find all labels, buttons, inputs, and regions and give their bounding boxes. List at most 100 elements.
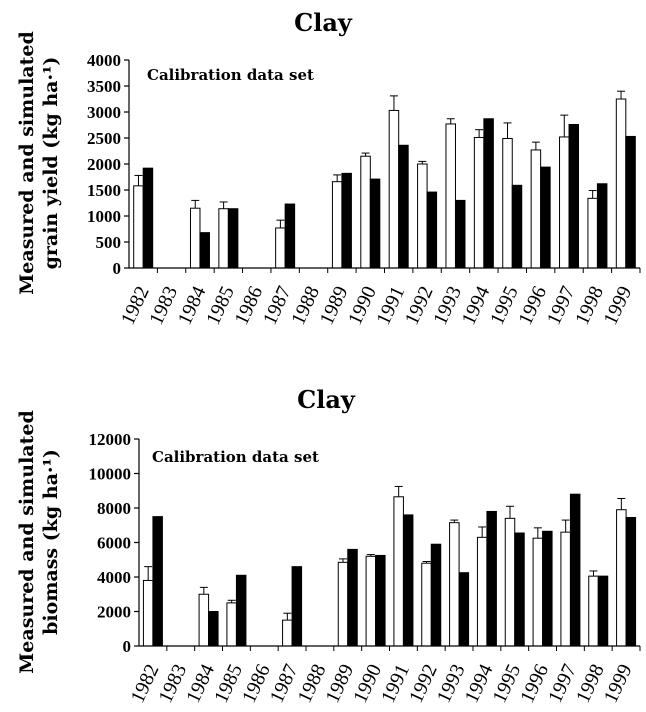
bar-simulated (426, 191, 438, 269)
x-tick-label: 1986 (230, 283, 267, 329)
bar-simulated (568, 123, 580, 269)
bar-simulated (625, 135, 636, 269)
y-tick-label: 4000 (87, 51, 121, 70)
bar-simulated (596, 183, 608, 269)
bar-simulated (152, 516, 163, 647)
y-tick-label: 500 (96, 233, 122, 252)
bar-measured (560, 531, 571, 647)
bar-simulated (454, 199, 466, 269)
bar-measured (504, 517, 516, 647)
x-tick-label: 1983 (145, 283, 182, 329)
bar-simulated (291, 566, 303, 647)
y-tick-label: 0 (113, 259, 122, 278)
x-tick-label: 1982 (117, 283, 154, 329)
y-tick-label: 0 (123, 637, 132, 656)
bar-measured (616, 509, 627, 647)
x-tick-label: 1984 (174, 283, 211, 329)
y-tick-label: 8000 (97, 499, 131, 518)
y-tick-label: 12000 (89, 430, 132, 449)
bar-simulated (369, 178, 381, 269)
bar-measured (532, 537, 544, 647)
y-axis-label-line-2: grain yield (kg ha·¹) (40, 57, 62, 270)
bar-measured (473, 136, 485, 269)
x-tick-label: 1985 (202, 283, 239, 329)
bar-simulated (542, 530, 553, 647)
bar-measured (360, 155, 371, 269)
bar-measured (282, 619, 293, 647)
bar-measured (142, 579, 154, 647)
bar-measured (587, 197, 598, 269)
bar-measured (615, 98, 627, 269)
y-tick-label: 4000 (97, 568, 131, 587)
bar-simulated (483, 118, 494, 269)
y-tick-label: 3500 (87, 77, 121, 96)
bar-simulated (569, 493, 581, 647)
y-tick-label: 2000 (87, 155, 121, 174)
x-tick-label: 1994 (458, 283, 495, 329)
bar-simulated (235, 574, 247, 647)
x-tick-label: 1988 (287, 283, 324, 329)
y-tick-label: 3000 (87, 103, 121, 122)
y-axis-label-line-1: Measured and simulated (16, 410, 38, 673)
bar-measured (133, 185, 144, 269)
bar-simulated (625, 516, 637, 647)
bar-measured (331, 181, 343, 269)
bar-measured (218, 208, 229, 269)
bar-measured (226, 602, 237, 647)
bar-simulated (208, 611, 219, 647)
bar-measured (417, 163, 428, 269)
x-tick-label: 1987 (259, 283, 296, 329)
chart-title: Clay (297, 385, 356, 414)
bar-simulated (597, 575, 609, 647)
bar-simulated (430, 543, 442, 647)
y-tick-label: 10000 (89, 465, 132, 484)
y-tick-label: 6000 (97, 534, 131, 553)
bar-simulated (402, 514, 414, 647)
chart-title: Clay (294, 8, 353, 37)
bar-simulated (458, 572, 470, 647)
bar-measured (198, 593, 210, 647)
bar-measured (275, 227, 286, 269)
y-tick-label: 2000 (97, 603, 131, 622)
bar-simulated (284, 203, 296, 269)
bar-measured (502, 138, 513, 269)
bar-simulated (142, 167, 154, 269)
grain-yield-chart: Clay Calibration data set Measured and s… (16, 8, 641, 329)
bar-simulated (199, 232, 210, 269)
bar-simulated (540, 166, 551, 269)
bar-measured (559, 136, 570, 269)
bar-measured (365, 555, 377, 647)
x-tick-label: 1991 (372, 283, 409, 329)
bar-measured (337, 561, 349, 647)
bar-simulated (514, 532, 525, 647)
x-tick-label: 1995 (486, 283, 523, 329)
x-tick-label: 1996 (514, 283, 551, 329)
bar-measured (388, 109, 400, 269)
bar-simulated (398, 144, 409, 269)
y-tick-label: 2500 (87, 129, 121, 148)
biomass-chart: Clay Calibration data set Measured and s… (16, 385, 641, 706)
x-tick-label: 1993 (429, 283, 466, 329)
bar-simulated (227, 208, 239, 269)
x-tick-label: 1992 (401, 283, 438, 329)
x-tick-label: 1997 (543, 283, 580, 329)
y-axis-label-line-2: biomass (kg ha·¹) (40, 449, 62, 635)
y-tick-label: 1500 (87, 181, 121, 200)
y-tick-label: 1000 (87, 207, 121, 226)
chart-annotation: Calibration data set (147, 66, 314, 84)
x-tick-label: 1998 (571, 283, 608, 329)
bar-simulated (341, 172, 352, 269)
bar-measured (449, 522, 460, 647)
bar-measured (393, 496, 404, 647)
bar-simulated (347, 548, 358, 647)
y-axis-label-line-1: Measured and simulated (16, 31, 38, 294)
bar-simulated (511, 184, 523, 269)
bar-measured (445, 123, 456, 269)
chart-annotation: Calibration data set (152, 448, 319, 466)
bar-measured (421, 562, 432, 647)
bar-measured (530, 149, 542, 269)
bar-simulated (375, 554, 386, 647)
bar-measured (588, 575, 599, 647)
bar-measured (189, 207, 201, 269)
